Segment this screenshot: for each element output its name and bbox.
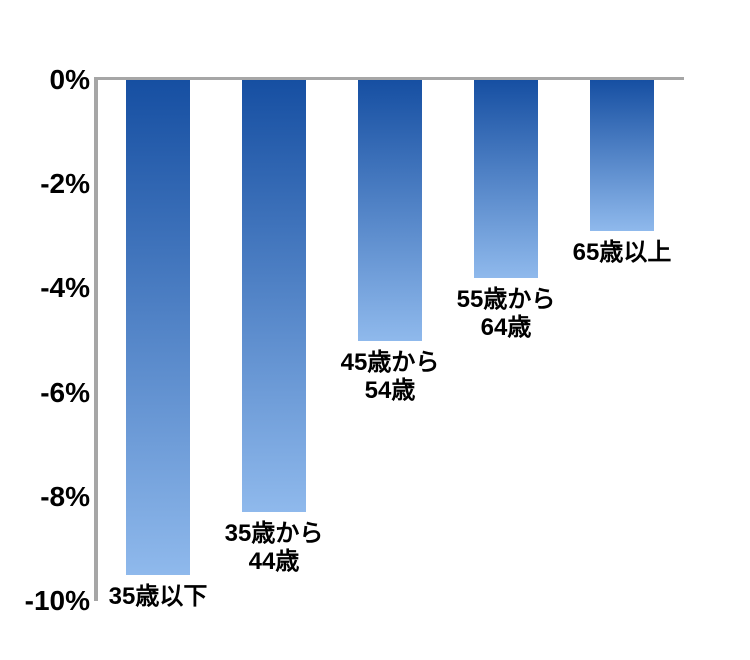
y-tick-label: -8% [40, 480, 90, 512]
y-tick-label: -4% [40, 272, 90, 304]
y-tick-label: 0% [49, 64, 90, 95]
y-tick-label: -2% [40, 168, 90, 200]
bar-2 [358, 80, 422, 341]
plot-area: 35歳以下 35歳から 44歳 45歳から 54歳 55歳から 64歳 65歳以上 [94, 77, 684, 610]
y-tick-label: -10% [24, 585, 90, 616]
bar-0 [126, 80, 190, 575]
y-tick-label: -6% [40, 376, 90, 408]
bar-3 [474, 80, 538, 278]
bar-4 [590, 80, 654, 231]
x-axis-line [94, 77, 684, 80]
bar-label-3: 55歳から 64歳 [456, 286, 556, 341]
bar-label-0: 35歳以下 [108, 583, 208, 610]
bar-label-4: 65歳以上 [572, 239, 672, 266]
bar-label-2: 45歳から 54歳 [340, 349, 440, 404]
bar-label-1: 35歳から 44歳 [224, 520, 324, 575]
y-axis-line [94, 77, 98, 601]
bar-1 [242, 80, 306, 512]
